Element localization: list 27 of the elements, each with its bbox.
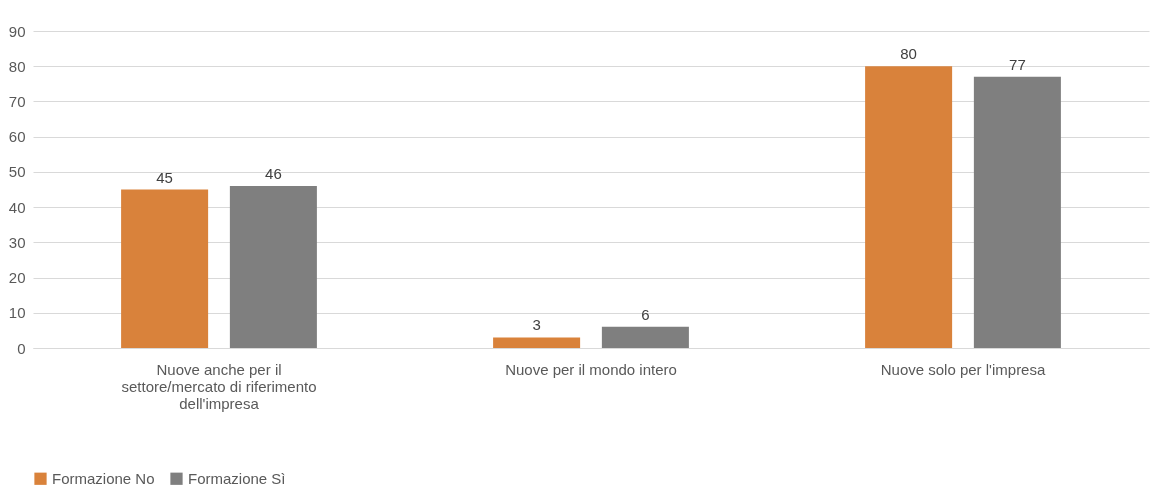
y-tick-label: 20 [8,269,26,287]
legend-label: Formazione No [52,469,155,487]
bar [493,337,581,348]
y-tick-label: 70 [8,92,26,110]
bar [973,76,1061,348]
data-label: 80 [900,45,917,63]
y-tick-label: 90 [8,22,26,40]
x-tick-label: Nuove solo per l'impresa [880,360,1046,378]
bar [601,326,689,348]
data-label: 45 [156,168,173,186]
data-label: 3 [532,316,541,334]
data-label: 6 [641,305,650,323]
bar [229,185,317,348]
y-tick-label: 10 [8,304,26,322]
y-tick-label: 80 [8,57,26,75]
legend-label: Formazione Sì [188,469,286,487]
y-tick-label: 50 [8,163,26,181]
data-label: 46 [265,164,282,182]
y-tick-label: 30 [8,233,26,251]
y-tick-label: 40 [8,198,26,216]
x-tick-label: Nuove per il mondo intero [505,360,677,378]
y-tick-label: 0 [17,339,26,357]
bar [121,189,209,348]
y-tick-label: 60 [8,128,26,146]
x-tick-label: Nuove anche per il settore/mercato di riferimento dell'impresa [121,360,317,412]
data-label: 77 [1009,55,1026,73]
bar [865,66,953,348]
